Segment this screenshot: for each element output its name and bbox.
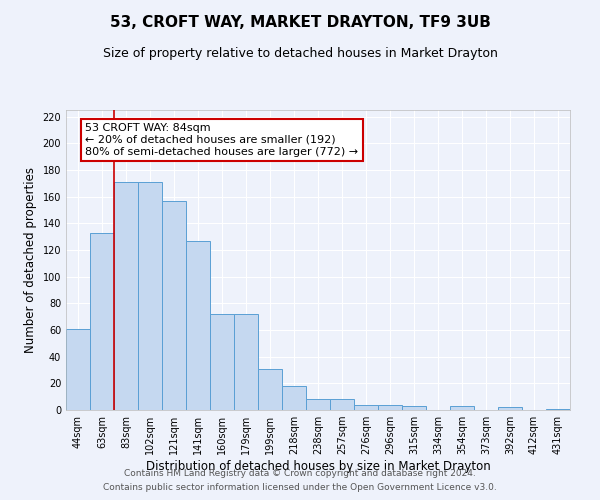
X-axis label: Distribution of detached houses by size in Market Drayton: Distribution of detached houses by size …: [146, 460, 490, 473]
Text: Contains HM Land Registry data © Crown copyright and database right 2024.: Contains HM Land Registry data © Crown c…: [124, 468, 476, 477]
Bar: [186, 240, 210, 410]
Bar: [402, 406, 426, 410]
Bar: [282, 386, 306, 410]
Text: Contains public sector information licensed under the Open Government Licence v3: Contains public sector information licen…: [103, 484, 497, 492]
Bar: [330, 400, 354, 410]
Bar: [258, 368, 282, 410]
Bar: [306, 400, 330, 410]
Text: Size of property relative to detached houses in Market Drayton: Size of property relative to detached ho…: [103, 48, 497, 60]
Bar: [90, 232, 114, 410]
Bar: [66, 328, 90, 410]
Bar: [546, 408, 570, 410]
Text: 53, CROFT WAY, MARKET DRAYTON, TF9 3UB: 53, CROFT WAY, MARKET DRAYTON, TF9 3UB: [110, 15, 490, 30]
Y-axis label: Number of detached properties: Number of detached properties: [24, 167, 37, 353]
Bar: [378, 404, 402, 410]
Bar: [162, 200, 186, 410]
Bar: [498, 408, 522, 410]
Bar: [210, 314, 234, 410]
Bar: [450, 406, 474, 410]
Bar: [354, 404, 378, 410]
Bar: [234, 314, 258, 410]
Bar: [114, 182, 138, 410]
Text: 53 CROFT WAY: 84sqm
← 20% of detached houses are smaller (192)
80% of semi-detac: 53 CROFT WAY: 84sqm ← 20% of detached ho…: [85, 124, 358, 156]
Bar: [138, 182, 162, 410]
